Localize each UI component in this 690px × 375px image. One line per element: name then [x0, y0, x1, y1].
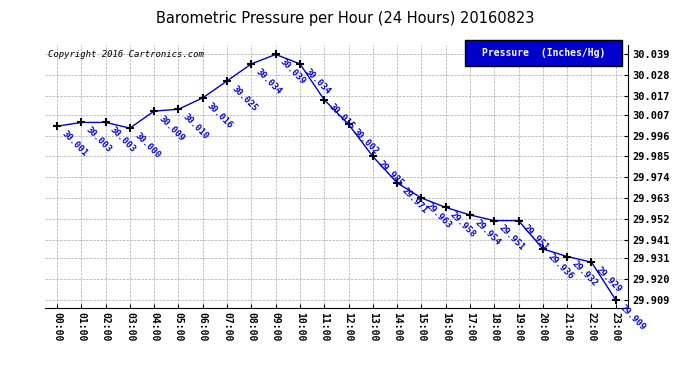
Text: 30.016: 30.016 — [206, 100, 235, 130]
Text: 29.951: 29.951 — [497, 224, 526, 253]
Text: 30.010: 30.010 — [181, 112, 210, 141]
Text: 30.015: 30.015 — [327, 102, 356, 132]
Text: 29.958: 29.958 — [448, 210, 477, 239]
Text: 30.034: 30.034 — [254, 67, 284, 96]
Text: 29.954: 29.954 — [473, 218, 502, 247]
Text: 29.951: 29.951 — [522, 224, 551, 253]
Text: Barometric Pressure per Hour (24 Hours) 20160823: Barometric Pressure per Hour (24 Hours) … — [156, 11, 534, 26]
Text: Copyright 2016 Cartronics.com: Copyright 2016 Cartronics.com — [48, 50, 204, 59]
Text: 29.929: 29.929 — [594, 265, 623, 294]
Text: 30.001: 30.001 — [60, 129, 89, 158]
Text: 29.985: 29.985 — [375, 159, 405, 188]
Text: 30.009: 30.009 — [157, 114, 186, 143]
Text: 29.971: 29.971 — [400, 186, 429, 215]
Text: 30.000: 30.000 — [132, 131, 162, 160]
Bar — [464, 40, 622, 66]
Text: 29.932: 29.932 — [570, 259, 599, 288]
Text: 29.936: 29.936 — [546, 252, 575, 281]
Text: Pressure  (Inches/Hg): Pressure (Inches/Hg) — [482, 48, 605, 58]
Text: 29.909: 29.909 — [618, 303, 648, 332]
Text: 30.003: 30.003 — [84, 125, 113, 154]
Text: 30.003: 30.003 — [108, 125, 137, 154]
Text: 30.034: 30.034 — [303, 67, 332, 96]
Text: 30.002: 30.002 — [351, 127, 380, 156]
Text: 30.039: 30.039 — [279, 57, 308, 86]
Text: 29.963: 29.963 — [424, 201, 453, 230]
Text: 30.025: 30.025 — [230, 84, 259, 113]
